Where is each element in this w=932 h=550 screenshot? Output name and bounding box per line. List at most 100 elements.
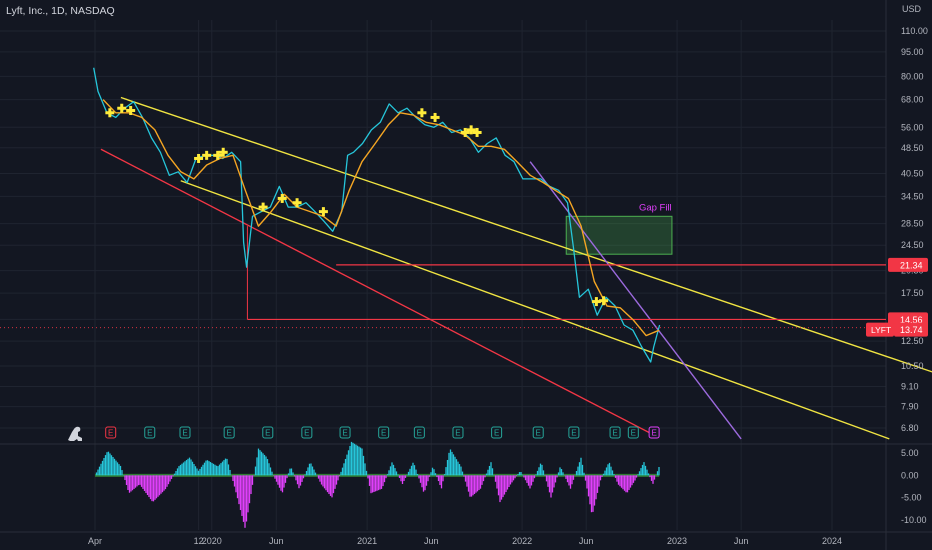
price-tick-label: 28.50 xyxy=(901,219,924,229)
earnings-marker[interactable]: E xyxy=(301,426,313,439)
time-tick-label: Jun xyxy=(734,536,749,546)
series-line-0 xyxy=(93,67,661,363)
earnings-marker[interactable]: E xyxy=(568,426,580,439)
oscillator-tick-label: 0.00 xyxy=(901,470,919,480)
oscillator-layer xyxy=(95,441,660,528)
marker-layer xyxy=(105,103,609,307)
price-tick-label: 48.50 xyxy=(901,143,924,153)
time-tick-label: 2024 xyxy=(822,536,842,546)
price-tick-label: 12.50 xyxy=(901,336,924,346)
dino-logo-icon xyxy=(68,426,82,441)
svg-text:E: E xyxy=(612,429,617,438)
price-tick-label: 7.90 xyxy=(901,402,919,412)
yellow-cross-marker xyxy=(218,147,228,157)
price-tick-label: 6.80 xyxy=(901,423,919,433)
svg-text:E: E xyxy=(342,429,347,438)
earnings-marker[interactable]: E xyxy=(648,426,660,439)
yellow-cross-marker xyxy=(194,153,204,163)
oscillator-tick-label: 5.00 xyxy=(901,448,919,458)
earnings-marker[interactable]: E xyxy=(491,426,503,439)
svg-text:E: E xyxy=(417,429,422,438)
time-tick-label: Jun xyxy=(579,536,594,546)
yellow-cross-marker xyxy=(126,105,136,115)
price-tick-label: 9.10 xyxy=(901,381,919,391)
earnings-marker[interactable]: E xyxy=(627,426,639,439)
time-tick-label: 2020 xyxy=(202,536,222,546)
currency-label: USD xyxy=(902,4,922,14)
svg-text:E: E xyxy=(536,429,541,438)
earnings-marker[interactable]: E xyxy=(262,426,274,439)
svg-text:E: E xyxy=(265,429,270,438)
svg-text:E: E xyxy=(381,429,386,438)
svg-text:E: E xyxy=(108,429,113,438)
price-labels: 21.34 14.56 LYFT 13.74 xyxy=(866,257,928,337)
yellow-cross-marker xyxy=(417,108,427,118)
price-tick-label: 95.00 xyxy=(901,47,924,57)
chart-title: Lyft, Inc., 1D, NASDAQ xyxy=(6,5,115,17)
yellow-cross-marker xyxy=(472,127,482,137)
last-price-label xyxy=(894,322,928,337)
earnings-marker[interactable]: E xyxy=(144,426,156,439)
svg-text:E: E xyxy=(651,429,656,438)
svg-text:E: E xyxy=(182,429,187,438)
drawing-layer xyxy=(0,96,932,440)
gap-fill-label: Gap Fill xyxy=(639,202,672,213)
earnings-marker[interactable]: E xyxy=(223,426,235,439)
earnings-marker[interactable]: E xyxy=(452,426,464,439)
svg-text:14.56: 14.56 xyxy=(900,315,923,325)
yellow-cross-marker xyxy=(213,150,223,160)
time-tick-label: Jun xyxy=(424,536,439,546)
time-tick-label: Jun xyxy=(269,536,284,546)
earnings-marker[interactable]: E xyxy=(339,426,351,439)
symbol-label xyxy=(866,322,894,337)
yellow-cross-marker xyxy=(460,127,470,137)
yellow-cross-marker xyxy=(591,297,601,307)
yellow-cross-marker xyxy=(599,296,609,306)
price-tick-label: 80.00 xyxy=(901,71,924,81)
earnings-marker[interactable]: E xyxy=(179,426,191,439)
svg-text:13.74: 13.74 xyxy=(900,325,923,335)
earnings-marker[interactable]: E xyxy=(378,426,390,439)
price-tick-label: 110.00 xyxy=(901,26,928,36)
oscillator-axis: 5.00 0.00 -5.00 -10.00 xyxy=(901,448,927,525)
yellow-cross-marker xyxy=(117,103,127,113)
red-trendline xyxy=(100,148,658,438)
svg-text:E: E xyxy=(147,429,152,438)
yellow-cross-marker xyxy=(318,207,328,217)
price-tick-label: 56.00 xyxy=(901,122,924,132)
yellow-cross-marker xyxy=(105,108,115,118)
price-series-layer xyxy=(93,67,661,363)
price-label-21-34 xyxy=(888,257,928,272)
svg-text:E: E xyxy=(226,429,231,438)
earnings-marker[interactable]: E xyxy=(105,426,117,439)
svg-text:21.34: 21.34 xyxy=(900,260,923,270)
svg-text:E: E xyxy=(571,429,576,438)
yellow-cross-marker xyxy=(430,112,440,122)
oscillator-tick-label: -5.00 xyxy=(901,493,922,503)
yellow-cross-marker xyxy=(292,198,302,208)
yellow-channel-upper xyxy=(120,96,932,373)
earnings-marker[interactable]: E xyxy=(609,426,621,439)
time-tick-label: 12 xyxy=(194,536,204,546)
yellow-cross-marker xyxy=(466,125,476,135)
price-tick-label: 68.00 xyxy=(901,95,924,105)
time-tick-label: 2021 xyxy=(357,536,377,546)
yellow-channel-lower xyxy=(180,180,890,440)
earnings-marker[interactable]: E xyxy=(413,426,425,439)
series-line-1 xyxy=(102,99,660,337)
earnings-marker[interactable]: E xyxy=(532,426,544,439)
price-tick-label: 34.50 xyxy=(901,191,924,201)
yellow-cross-marker xyxy=(277,193,287,203)
svg-text:E: E xyxy=(631,429,636,438)
price-tick-label: 17.50 xyxy=(901,288,924,298)
time-tick-label: 2023 xyxy=(667,536,687,546)
oscillator-tick-label: -10.00 xyxy=(901,515,927,525)
price-tick-label: 40.50 xyxy=(901,169,924,179)
time-tick-label: Apr xyxy=(88,536,102,546)
svg-text:E: E xyxy=(455,429,460,438)
